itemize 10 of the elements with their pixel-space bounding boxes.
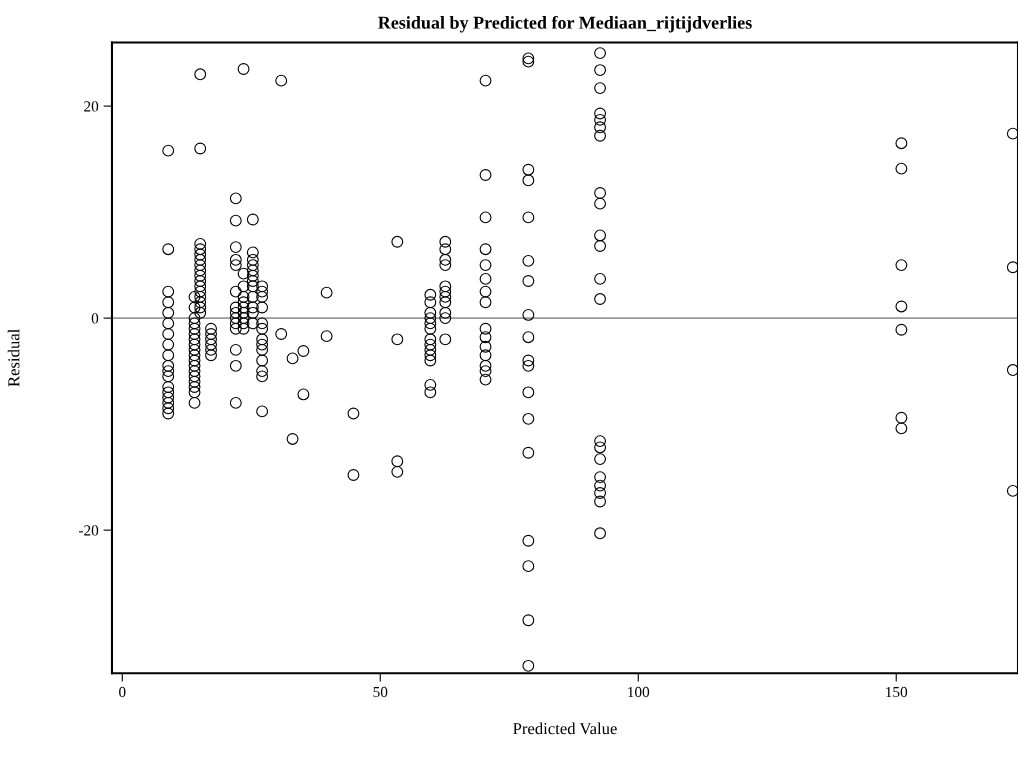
y-axis-title: Residual [7, 329, 20, 387]
chart-title: Residual by Predicted for Mediaan_rijtijdverlies [378, 15, 752, 33]
x-tick-label: 150 [886, 686, 908, 698]
x-tick-label: 50 [373, 686, 388, 698]
x-axis-title: Predicted Value [513, 722, 617, 735]
y-tick-label: 20 [84, 101, 99, 112]
y-tick-label: 0 [91, 313, 99, 324]
y-tick-label: -20 [78, 525, 99, 536]
x-tick-label: 0 [119, 686, 126, 698]
x-tick-label: 100 [628, 686, 650, 698]
